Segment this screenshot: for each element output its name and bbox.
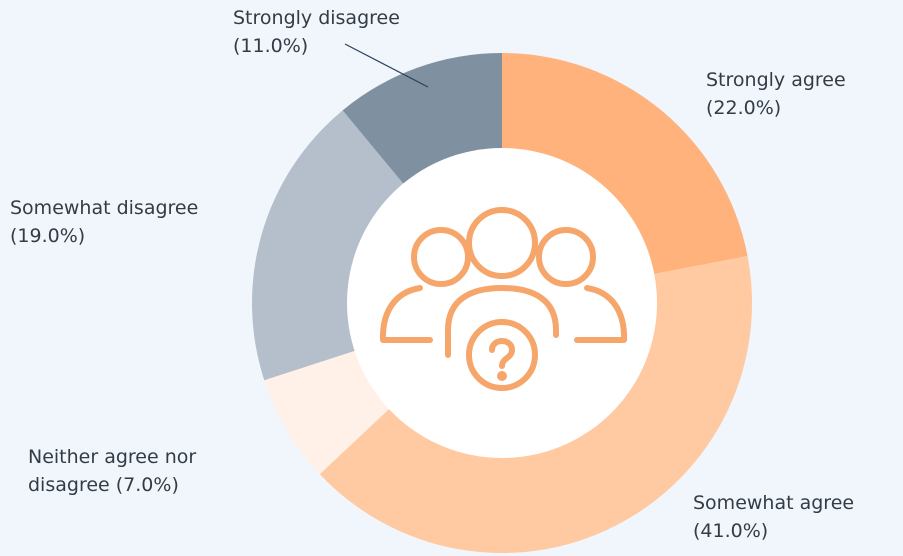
donut <box>252 53 752 554</box>
donut-slice <box>264 349 393 475</box>
slice-label: Somewhat agree (41.0%) <box>693 489 893 545</box>
slice-label: Somewhat disagree (19.0%) <box>10 194 205 250</box>
category-name: Strongly agree <box>706 69 846 91</box>
people-icon <box>379 207 628 391</box>
slice-label: Strongly agree (22.0%) <box>706 66 876 122</box>
leader-line <box>344 43 429 88</box>
slice-label: Neither agree nor disagree (7.0%) <box>28 443 273 499</box>
value-label: (22.0%) <box>706 97 782 119</box>
category-name: Somewhat disagree <box>10 197 199 219</box>
slice-label: Strongly disagree (11.0%) <box>233 4 423 60</box>
value-label: (19.0%) <box>10 225 86 247</box>
donut-slice <box>502 53 748 275</box>
value-label: (41.0%) <box>693 520 769 542</box>
donut-slice <box>252 110 407 381</box>
category-name: Strongly disagree <box>233 7 400 29</box>
donut-slice <box>319 256 752 554</box>
value-label: (7.0%) <box>115 474 179 496</box>
category-name: Somewhat agree <box>693 492 855 514</box>
value-label: (11.0%) <box>233 35 309 57</box>
category-name: Neither agree nor disagree <box>28 446 197 496</box>
donut-hole <box>347 148 657 458</box>
